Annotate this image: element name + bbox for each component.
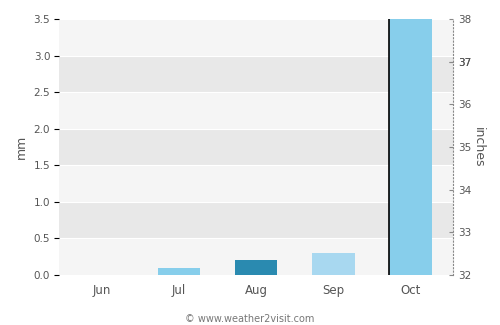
Bar — [59, 92, 453, 129]
Bar — [59, 129, 453, 165]
Y-axis label: inches: inches — [472, 127, 485, 167]
Bar — [59, 165, 453, 202]
Text: © www.weather2visit.com: © www.weather2visit.com — [186, 314, 314, 324]
Bar — [235, 260, 278, 275]
Bar — [59, 202, 453, 239]
Bar — [390, 19, 432, 275]
Bar — [59, 239, 453, 275]
Y-axis label: mm: mm — [15, 135, 28, 159]
Bar — [158, 268, 200, 275]
Bar — [59, 56, 453, 92]
Bar — [59, 19, 453, 56]
Bar — [312, 253, 354, 275]
